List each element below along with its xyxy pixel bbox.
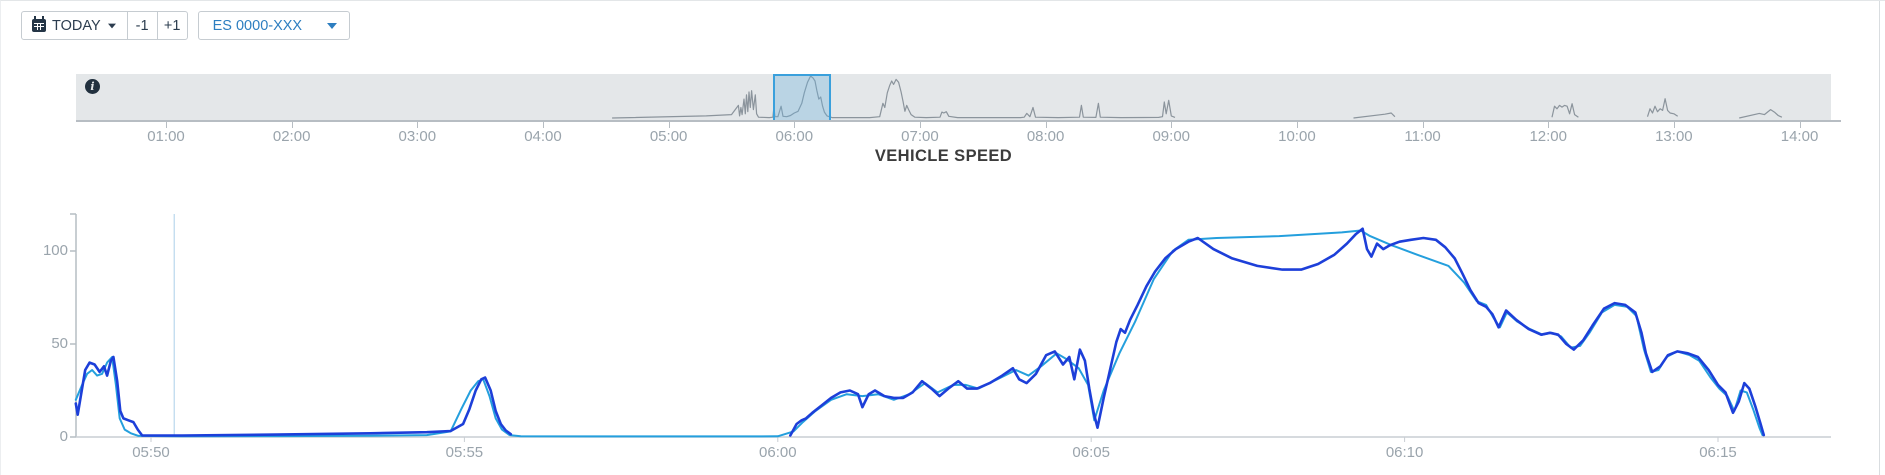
timeline-activity-series [1739,108,1783,119]
timeline-hour-tick [1799,122,1801,128]
timeline-hour-tick [1296,122,1298,128]
series-speed-raw[interactable] [74,229,1764,438]
caret-down-icon [107,23,116,28]
series-speed-smoothed[interactable] [788,227,1766,437]
caret-down-icon [326,22,337,29]
timeline-hour-label: 01:00 [147,128,185,145]
timeline-activity-chart [612,75,1783,119]
info-icon[interactable]: i [85,79,100,94]
vehicle-speed-chart[interactable] [1,141,1885,471]
timeline-hour-tick [166,122,167,128]
timeline-hour-tick [1548,122,1550,128]
x-axis-tick-label: 05:50 [132,444,170,461]
y-axis-tick-label: 0 [59,428,68,445]
timeline-hour-tick [1171,122,1173,128]
x-axis-tick-label: 06:00 [759,444,797,461]
timeline-hour-tick [1045,122,1047,128]
timeline-hour-tick [1673,122,1675,128]
x-axis-tick-label: 06:05 [1072,444,1110,461]
timeline-hour-label: 03:00 [398,128,437,145]
toolbar: TODAY -1 +1 ES 0000-XXX [21,11,350,40]
x-axis-tick-label: 06:10 [1385,444,1424,461]
vehicle-selector-value: ES 0000-XXX [212,17,303,34]
timeline-axis [76,120,1841,122]
timeline-hour-label: 05:00 [649,128,688,145]
timeline-activity-series [612,75,1176,119]
next-day-button[interactable]: +1 [156,11,188,40]
timeline-hour-label: 12:00 [1529,128,1567,145]
date-picker-label: TODAY [52,17,101,34]
timeline-activity-series [1551,103,1579,118]
previous-day-button[interactable]: -1 [126,11,158,40]
timeline-hour-label: 08:00 [1026,128,1065,145]
timeline-hour-label: 09:00 [1152,128,1191,145]
timeline-activity-series [1646,98,1679,117]
timeline-hour-tick [919,122,921,128]
chart-title: VEHICLE SPEED [874,147,1013,165]
timeline-hour-label: 10:00 [1278,128,1316,145]
timeline-overview-strip[interactable]: i [76,74,1831,120]
x-axis-tick-label: 05:55 [445,444,484,461]
timeline-hour-label: 14:00 [1780,128,1819,145]
x-axis-tick-label: 06:15 [1699,444,1737,461]
date-picker-button[interactable]: TODAY [21,11,128,40]
timeline-hour-label: 11:00 [1404,128,1441,145]
y-axis-tick-label: 100 [42,242,68,259]
timeline-hour-tick [417,122,419,128]
timeline-hour-label: 06:00 [775,128,814,145]
date-range-group: TODAY -1 +1 [21,11,188,40]
timeline-hour-tick [291,122,293,128]
timeline-hour-label: 02:00 [272,128,311,145]
timeline-hour-tick [794,122,796,128]
y-axis-tick-label: 50 [51,335,68,352]
timeline-hour-tick [668,122,670,128]
vehicle-selector[interactable]: ES 0000-XXX [197,11,350,40]
timeline-hour-label: 13:00 [1655,128,1693,145]
timeline-hour-tick [1422,122,1424,128]
calendar-icon [32,16,46,32]
window-right-edge [1879,1,1880,475]
timeline-hour-label: 07:00 [901,128,939,145]
timeline-activity-series [1353,112,1396,119]
timeline-hour-label: 04:00 [524,128,562,145]
timeline-hour-tick [542,122,544,128]
series-speed-smoothed[interactable] [74,355,513,437]
timeline-selection-brush[interactable] [773,74,831,122]
